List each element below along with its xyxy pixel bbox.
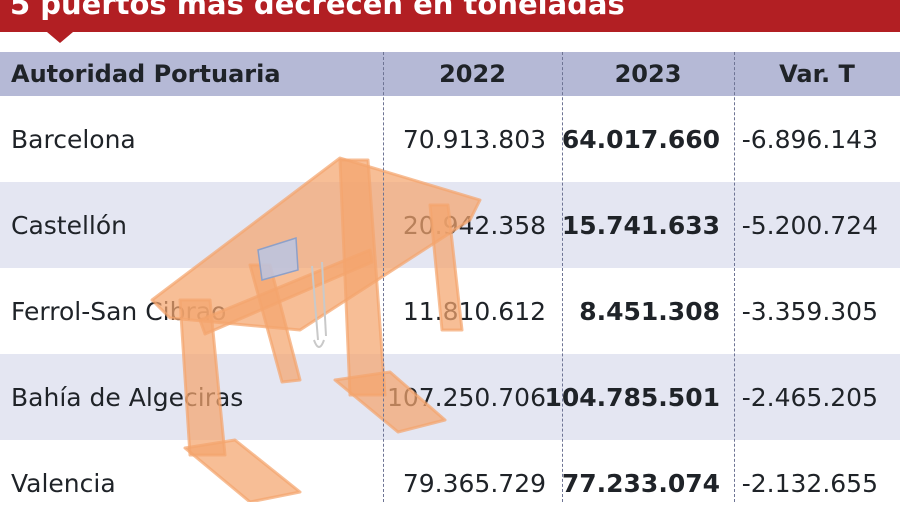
value-var: -2.132.655 [741,468,878,498]
header-2023: 2023 [614,60,682,88]
column-divider [383,52,384,502]
value-var: -6.896.143 [741,124,878,154]
table-row: Castellón 20.942.358 15.741.633 -5.200.7… [0,182,900,268]
value-2023: 64.017.660 [561,124,720,154]
table-row: Ferrol-San Cibrao 11.810.612 8.451.308 -… [0,268,900,354]
table-header-row: Autoridad Portuaria 2022 2023 Var. T [0,52,900,96]
table-row: Bahía de Algeciras 107.250.706 104.785.5… [0,354,900,440]
value-var: -3.359.305 [741,296,878,326]
value-2023: 104.785.501 [544,382,720,412]
value-2022: 70.913.803 [402,124,546,154]
column-divider [734,52,735,502]
banner-pointer [47,32,73,43]
value-2022: 11.810.612 [402,296,546,326]
port-name: Ferrol-San Cibrao [11,296,227,326]
value-2023: 15.741.633 [561,210,720,240]
header-autoridad: Autoridad Portuaria [11,60,281,88]
data-table: Autoridad Portuaria 2022 2023 Var. T Bar… [0,52,900,526]
port-name: Castellón [11,210,128,240]
chart-title: 5 puertos más decrecen en toneladas [10,0,625,21]
value-var: -5.200.724 [741,210,878,240]
value-2023: 77.233.074 [561,468,720,498]
value-2022: 79.365.729 [402,468,546,498]
port-name: Valencia [11,468,116,498]
port-name: Barcelona [11,124,136,154]
value-var: -2.465.205 [741,382,878,412]
header-2022: 2022 [439,60,506,88]
table-row: Valencia 79.365.729 77.233.074 -2.132.65… [0,440,900,526]
value-2023: 8.451.308 [579,296,720,326]
port-name: Bahía de Algeciras [11,382,244,412]
header-var: Var. T [779,60,855,88]
title-banner: 5 puertos más decrecen en toneladas [0,0,900,32]
value-2022: 107.250.706 [386,382,546,412]
column-divider [562,52,563,502]
value-2022: 20.942.358 [402,210,546,240]
table-row: Barcelona 70.913.803 64.017.660 -6.896.1… [0,96,900,182]
